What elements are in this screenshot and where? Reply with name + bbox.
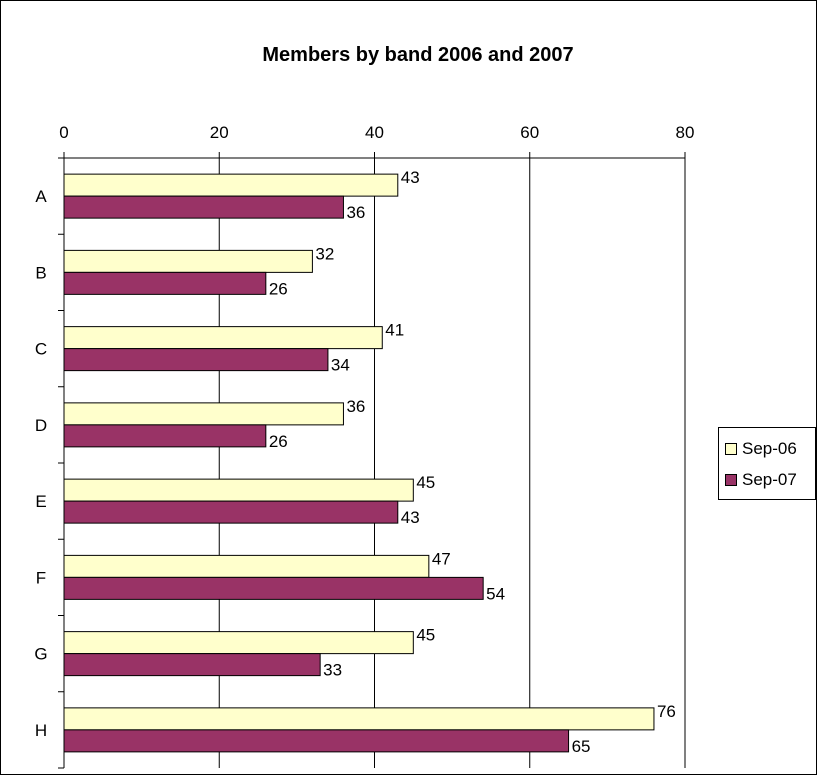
data-label-g-sep-06: 45	[416, 626, 435, 645]
x-tick-label-20: 20	[210, 123, 229, 142]
data-label-f-sep-07: 54	[486, 584, 505, 603]
data-label-h-sep-06: 76	[657, 702, 676, 721]
bar-e-sep-06	[63, 478, 414, 502]
data-label-b-sep-06: 32	[315, 244, 334, 263]
y-tick-label-b: B	[35, 263, 46, 282]
bar-f-sep-07	[63, 576, 484, 600]
legend-swatch-sep-07	[725, 474, 737, 486]
data-label-e-sep-07: 43	[401, 508, 420, 527]
bar-g-sep-06	[63, 631, 414, 655]
data-label-e-sep-06: 45	[416, 473, 435, 492]
bar-c-sep-06	[63, 326, 383, 350]
data-label-a-sep-07: 36	[346, 203, 365, 222]
y-tick-label-d: D	[35, 416, 47, 435]
legend-item-sep-06: Sep-06	[725, 438, 797, 460]
bar-b-sep-06	[63, 249, 313, 273]
data-label-d-sep-07: 26	[269, 432, 288, 451]
x-tick-label-40: 40	[365, 123, 384, 142]
chart-title: Members by band 2006 and 2007	[262, 44, 574, 66]
bar-d-sep-07	[63, 424, 267, 448]
legend: Sep-06 Sep-07	[718, 427, 816, 500]
data-label-h-sep-07: 65	[572, 737, 591, 756]
data-label-f-sep-06: 47	[432, 549, 451, 568]
data-label-c-sep-06: 41	[385, 321, 404, 340]
x-tick-label-0: 0	[59, 123, 68, 142]
y-tick-label-f: F	[36, 568, 46, 587]
data-label-a-sep-06: 43	[401, 168, 420, 187]
legend-swatch-sep-06	[725, 443, 737, 455]
bar-h-sep-07	[63, 729, 570, 753]
bar-f-sep-06	[63, 554, 430, 578]
legend-label-sep-06: Sep-06	[742, 439, 797, 458]
bar-c-sep-07	[63, 348, 329, 372]
bar-a-sep-06	[63, 173, 399, 197]
y-tick-label-h: H	[35, 721, 47, 740]
bar-a-sep-07	[63, 195, 344, 219]
bar-b-sep-07	[63, 271, 267, 295]
bar-h-sep-06	[63, 707, 655, 731]
data-label-g-sep-07: 33	[323, 661, 342, 680]
legend-label-sep-07: Sep-07	[742, 470, 797, 489]
y-tick-label-e: E	[35, 492, 46, 511]
y-tick-label-a: A	[35, 187, 47, 206]
data-label-c-sep-07: 34	[331, 356, 350, 375]
x-tick-label-60: 60	[520, 123, 539, 142]
y-tick-label-g: G	[34, 645, 47, 664]
data-label-b-sep-07: 26	[269, 279, 288, 298]
data-label-d-sep-06: 36	[346, 397, 365, 416]
bar-g-sep-07	[63, 653, 321, 677]
y-tick-label-c: C	[35, 340, 47, 359]
bar-e-sep-07	[63, 500, 399, 524]
x-tick-label-80: 80	[676, 123, 695, 142]
bar-d-sep-06	[63, 402, 344, 426]
legend-item-sep-07: Sep-07	[725, 469, 797, 491]
